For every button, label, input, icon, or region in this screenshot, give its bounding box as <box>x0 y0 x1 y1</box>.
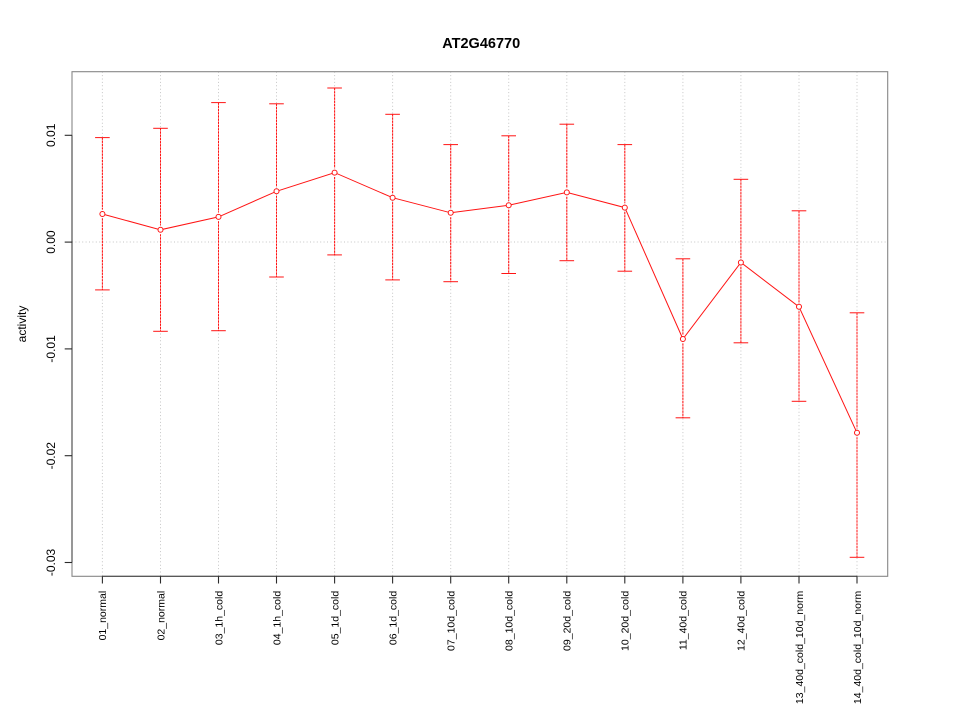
svg-text:-0.01: -0.01 <box>44 335 58 363</box>
svg-text:10_20d_cold: 10_20d_cold <box>620 591 632 651</box>
svg-text:04_1h_cold: 04_1h_cold <box>271 591 283 645</box>
svg-text:05_1d_cold: 05_1d_cold <box>329 591 341 645</box>
svg-text:14_40d_cold_10d_norm: 14_40d_cold_10d_norm <box>852 591 864 705</box>
svg-text:13_40d_cold_10d_norm: 13_40d_cold_10d_norm <box>794 591 806 705</box>
svg-text:03_1h_cold: 03_1h_cold <box>213 591 225 645</box>
svg-text:07_10d_cold: 07_10d_cold <box>446 591 458 651</box>
svg-text:02_normal: 02_normal <box>155 591 167 641</box>
svg-text:01_normal: 01_normal <box>97 591 109 641</box>
svg-text:AT2G46770: AT2G46770 <box>442 36 520 52</box>
svg-text:0.01: 0.01 <box>44 123 58 147</box>
svg-text:12_40d_cold: 12_40d_cold <box>736 591 748 651</box>
svg-text:09_20d_cold: 09_20d_cold <box>562 591 574 651</box>
svg-text:08_10d_cold: 08_10d_cold <box>504 591 516 651</box>
svg-text:06_1d_cold: 06_1d_cold <box>387 591 399 645</box>
svg-text:11_40d_cold: 11_40d_cold <box>678 591 690 651</box>
svg-text:-0.02: -0.02 <box>44 442 58 470</box>
svg-text:activity: activity <box>15 306 29 343</box>
svg-text:-0.03: -0.03 <box>44 549 58 577</box>
svg-text:0.00: 0.00 <box>44 230 58 254</box>
